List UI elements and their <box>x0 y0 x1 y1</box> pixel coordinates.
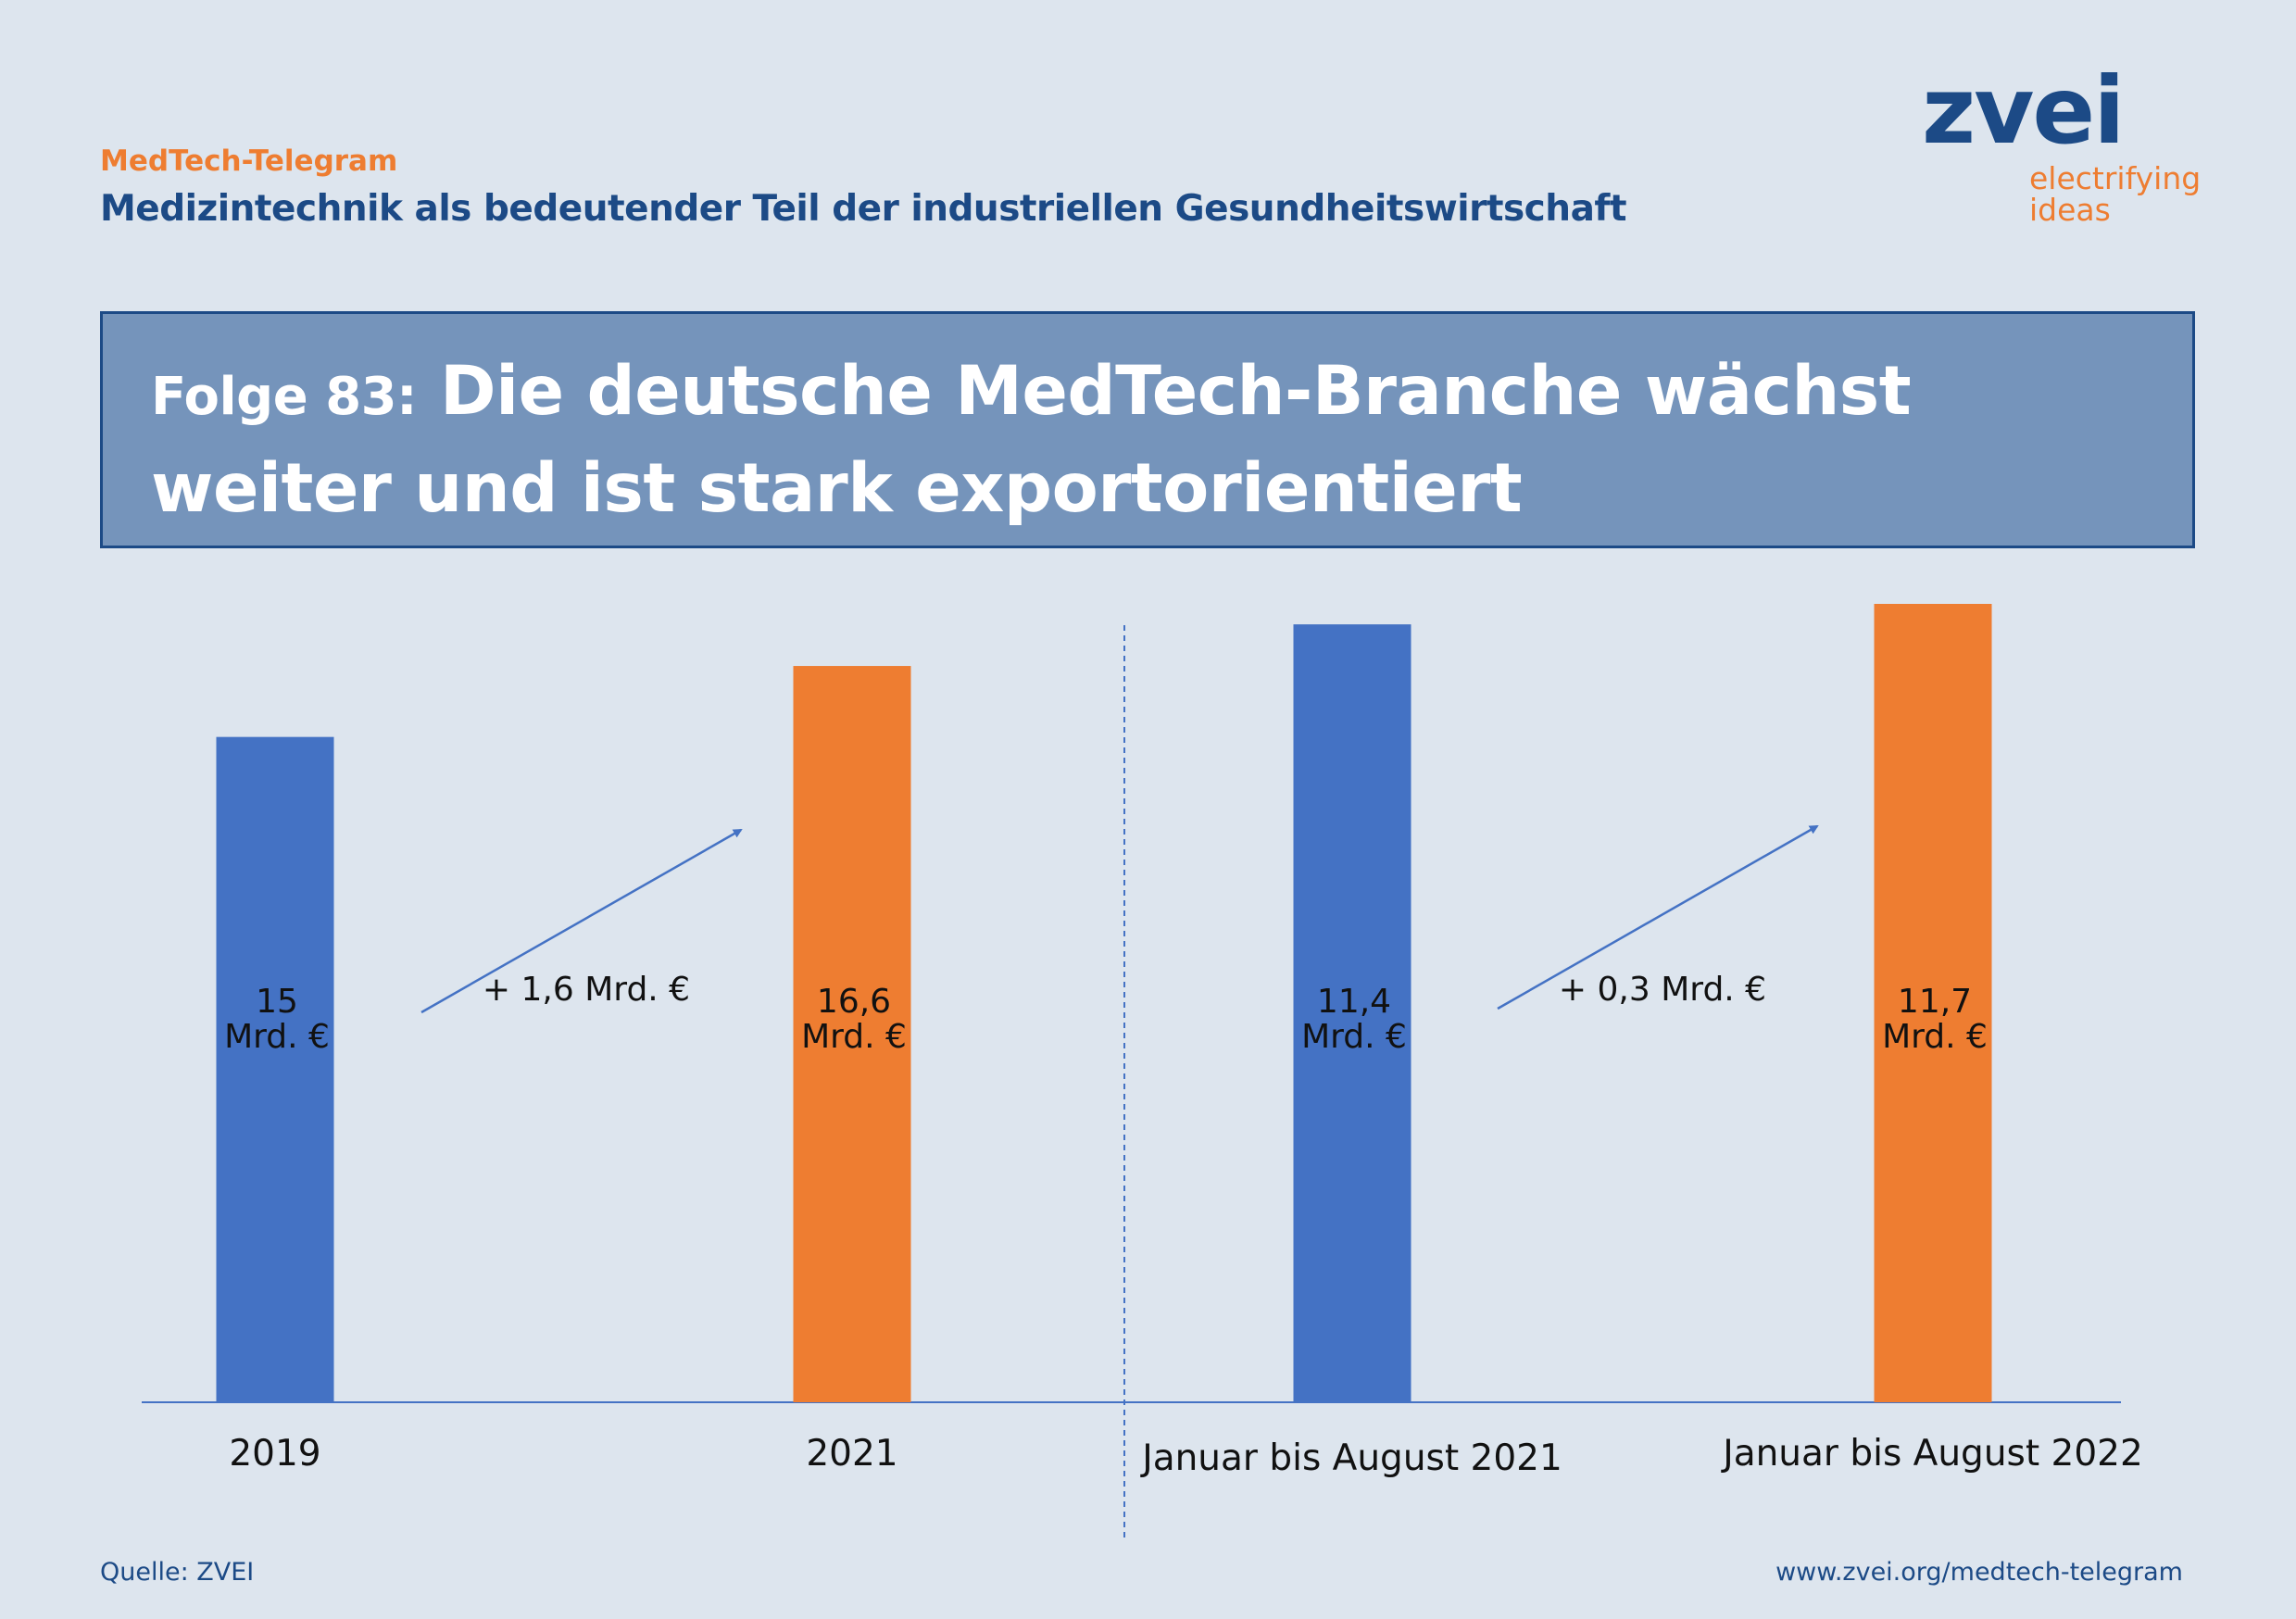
x-axis-label: Januar bis August 2022 <box>1720 1433 2143 1475</box>
bar-value-label: Mrd. € <box>224 1018 330 1056</box>
x-axis-label: 2019 <box>229 1433 320 1475</box>
kicker: MedTech-Telegram <box>100 144 398 178</box>
bar-4 <box>1874 604 1992 1402</box>
zvei-logo: zvei electrifying ideas <box>1922 65 2218 241</box>
title-banner: Folge 83: Die deutsche MedTech-Branche w… <box>100 311 2195 548</box>
logo-tagline-line-1: electrifying <box>2029 160 2202 196</box>
bar-value-label: 15 <box>256 983 298 1021</box>
growth-arrow <box>420 828 743 1014</box>
bar-value-label: 11,7 <box>1898 983 1972 1021</box>
x-axis-label: Januar bis August 2021 <box>1139 1437 1562 1479</box>
growth-label: + 0,3 Mrd. € <box>1559 971 1766 1009</box>
growth-label: + 1,6 Mrd. € <box>483 971 690 1009</box>
bar-1 <box>216 736 334 1402</box>
source-note: Quelle: ZVEI <box>100 1558 255 1587</box>
bar-3 <box>1293 624 1411 1402</box>
bar-value-label: 16,6 <box>817 983 891 1021</box>
page-subtitle: Medizintechnik als bedeutender Teil der … <box>100 188 1627 230</box>
bar-value-label: Mrd. € <box>801 1018 907 1056</box>
bar-value-label: Mrd. € <box>1882 1018 1988 1056</box>
logo-tagline: electrifying ideas <box>2029 163 2201 226</box>
logo-tagline-line-2: ideas <box>2029 192 2111 228</box>
growth-arrow <box>1497 824 1819 1010</box>
page-title: Folge 83: Die deutsche MedTech-Branche w… <box>151 345 2152 534</box>
source-url: www.zvei.org/medtech-telegram <box>1775 1558 2183 1587</box>
title-main: Die deutsche MedTech-Branche wächst weit… <box>151 352 1912 528</box>
logo-wordmark: zvei <box>1922 56 2125 165</box>
bar-2 <box>793 666 911 1402</box>
episode-label: Folge 83: <box>151 367 418 427</box>
bar-value-label: 11,4 <box>1317 983 1391 1021</box>
x-axis-label: 2021 <box>806 1433 897 1475</box>
bar-value-label: Mrd. € <box>1301 1018 1407 1056</box>
